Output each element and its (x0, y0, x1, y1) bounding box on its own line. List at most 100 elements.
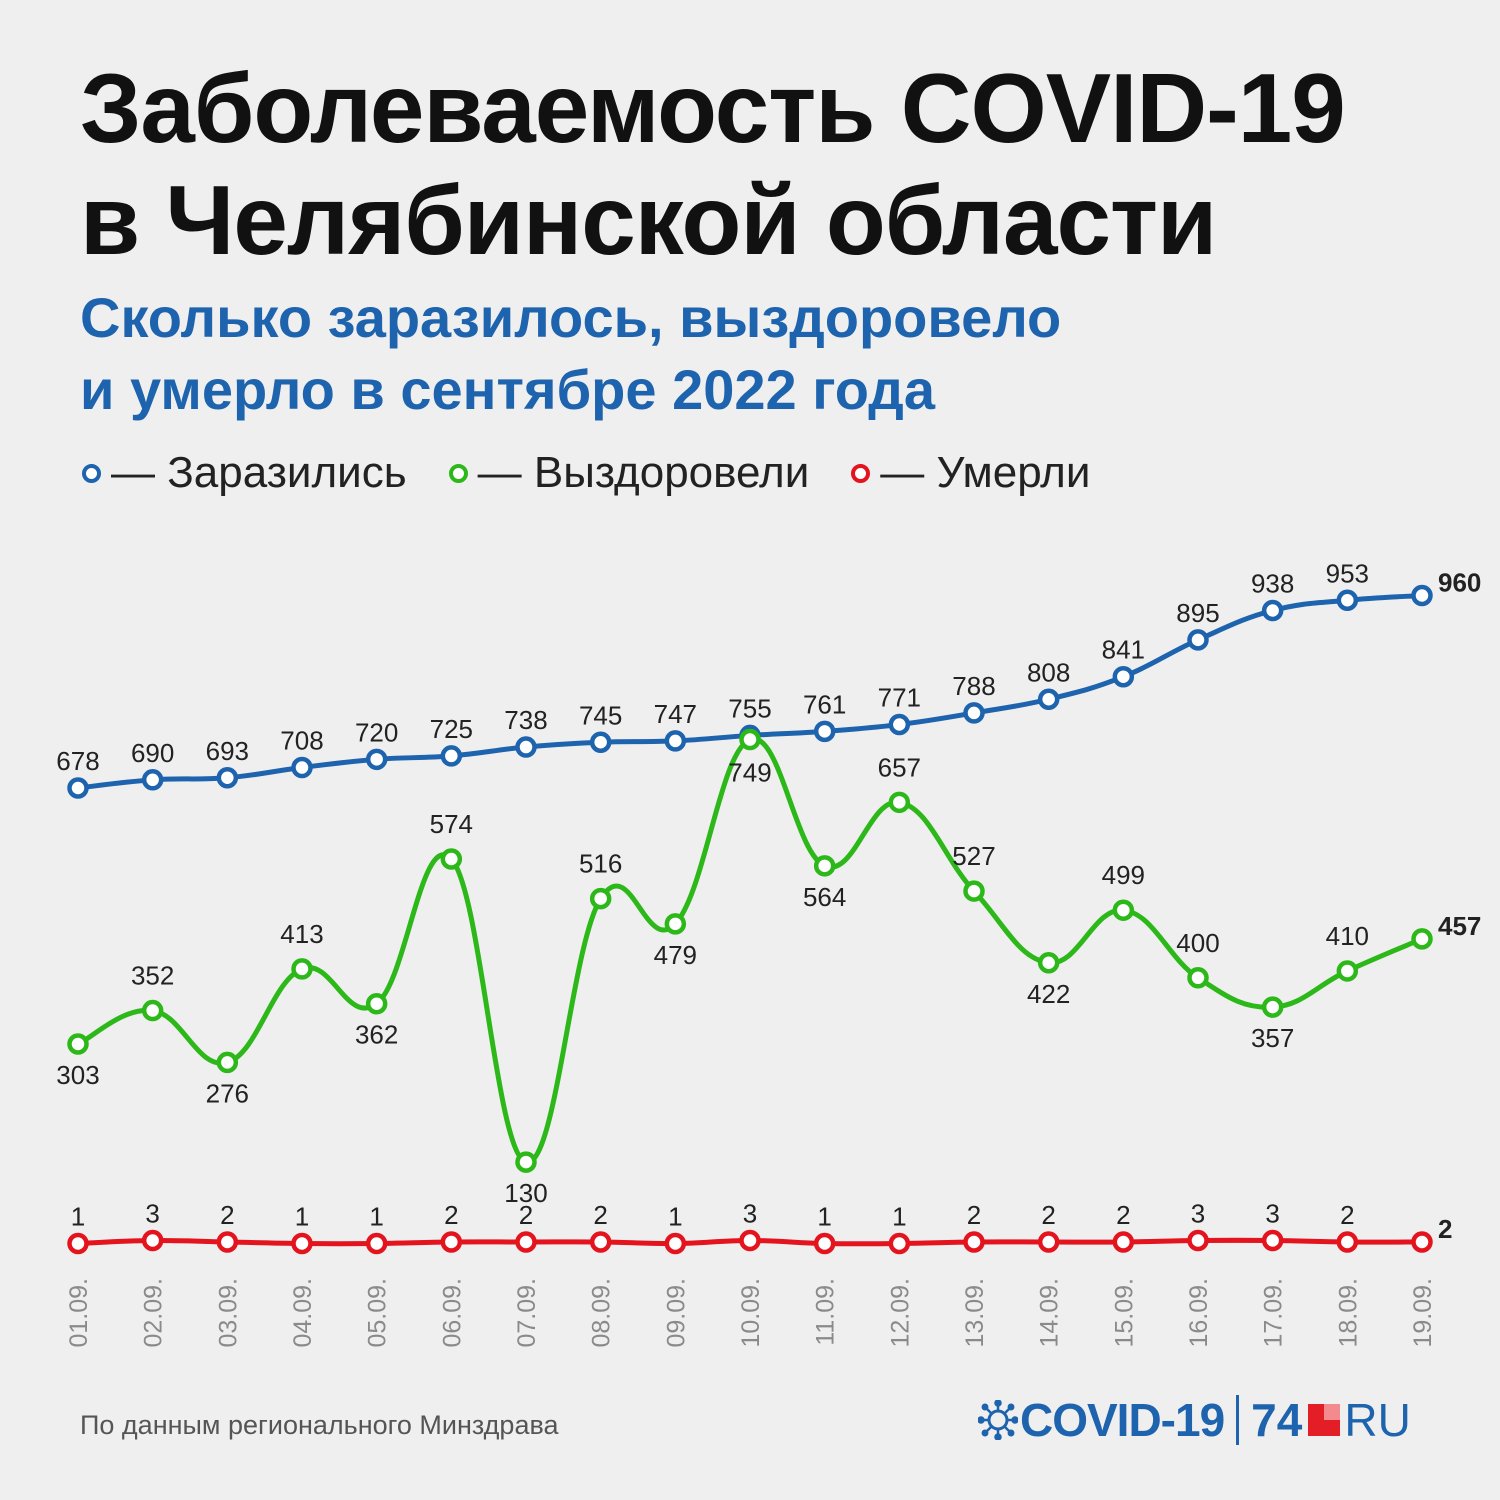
data-point-deaths (664, 1232, 687, 1255)
data-label-recovered: 352 (131, 961, 174, 991)
data-label-infected: 960 (1438, 567, 1481, 597)
data-point-recovered (1261, 996, 1284, 1018)
data-point-deaths (589, 1231, 612, 1253)
x-tick-label: 10.09. (737, 1278, 765, 1348)
data-point-deaths (813, 1232, 836, 1255)
data-point-deaths (67, 1232, 89, 1255)
data-point-deaths (1411, 1231, 1433, 1253)
data-point-deaths (141, 1229, 164, 1252)
x-tick-label: 08.09. (588, 1278, 616, 1348)
logo-covid-text: COVID-19 (1020, 1394, 1225, 1446)
data-point-recovered (664, 913, 687, 935)
x-tick-label: 01.09. (65, 1278, 93, 1348)
x-tick-label: 02.09. (140, 1278, 168, 1348)
data-point-deaths (888, 1232, 911, 1255)
legend-marker-deaths (851, 463, 871, 483)
data-label-deaths: 2 (1116, 1200, 1130, 1230)
data-point-deaths (365, 1232, 388, 1255)
x-tick-label: 05.09. (364, 1278, 392, 1348)
data-point-recovered (141, 999, 164, 1022)
x-tick-label: 03.09. (214, 1278, 242, 1348)
legend-marker-infected (82, 463, 101, 483)
data-label-infected: 720 (355, 717, 398, 747)
data-point-recovered (963, 880, 985, 902)
data-label-infected: 745 (579, 700, 622, 730)
x-tick-label: 13.09. (961, 1278, 989, 1348)
subtitle-line-1: Сколько заразилось, выздоровело (80, 286, 1062, 349)
source-note: По данным регионального Минздрава (80, 1410, 559, 1440)
data-label-infected: 708 (280, 726, 323, 756)
x-tick-label: 11.09. (812, 1278, 840, 1346)
legend-item-recovered: — Выздоровели (448, 448, 810, 498)
data-label-infected: 788 (952, 671, 995, 701)
title-line-1: Заболеваемость COVID-19 (80, 53, 1346, 163)
data-point-deaths (1187, 1229, 1209, 1252)
data-label-deaths: 2 (220, 1200, 234, 1230)
data-point-deaths (739, 1229, 761, 1252)
data-point-infected (1261, 599, 1284, 622)
data-label-infected: 895 (1176, 598, 1219, 628)
legend-label-recovered: — Выздоровели (477, 448, 810, 497)
data-label-recovered: 499 (1102, 860, 1145, 890)
data-point-infected (440, 745, 463, 767)
data-label-deaths: 1 (369, 1202, 383, 1232)
data-label-infected: 725 (430, 714, 473, 744)
data-label-recovered: 276 (206, 1078, 249, 1108)
data-point-recovered (1411, 928, 1433, 950)
data-label-deaths: 1 (71, 1202, 85, 1232)
legend-item-deaths: — Умерли (851, 448, 1090, 498)
data-label-deaths: 1 (817, 1202, 831, 1232)
data-point-infected (1411, 584, 1433, 607)
data-label-deaths: 2 (1041, 1200, 1055, 1230)
data-point-infected (1112, 665, 1135, 688)
data-label-deaths: 2 (1340, 1200, 1354, 1230)
x-tick-label: 15.09. (1110, 1278, 1138, 1348)
data-point-recovered (291, 958, 313, 980)
data-point-infected (365, 748, 388, 771)
legend-label-infected: — Заразились (111, 448, 407, 497)
chart-subtitle: Сколько заразилось, выздоровело и умерло… (80, 282, 1061, 426)
data-label-recovered: 527 (952, 841, 995, 871)
x-tick-label: 19.09. (1409, 1278, 1437, 1348)
x-tick-label: 12.09. (886, 1278, 914, 1348)
data-point-infected (664, 730, 687, 752)
data-label-recovered: 400 (1176, 928, 1219, 958)
data-point-recovered (739, 728, 761, 751)
data-label-recovered: 657 (878, 752, 921, 782)
data-point-deaths (963, 1231, 985, 1253)
data-point-recovered (1037, 952, 1060, 974)
data-label-deaths: 3 (1265, 1199, 1279, 1229)
data-label-recovered: 564 (803, 882, 846, 912)
x-tick-label: 14.09. (1036, 1278, 1064, 1348)
data-point-deaths (1261, 1229, 1284, 1252)
subtitle-line-2: и умерло в сентябре 2022 года (80, 358, 935, 421)
x-tick-label: 17.09. (1260, 1278, 1288, 1348)
data-label-deaths: 1 (295, 1202, 309, 1232)
data-point-deaths (1112, 1231, 1135, 1253)
data-point-recovered (1112, 899, 1135, 921)
legend: — Заразились — Выздоровели — Умерли (82, 448, 1132, 498)
data-point-deaths (1037, 1231, 1060, 1253)
data-label-recovered: 749 (728, 758, 771, 788)
x-tick-label: 07.09. (513, 1278, 541, 1348)
data-point-infected (1037, 688, 1060, 711)
x-tick-label: 06.09. (438, 1278, 466, 1348)
data-label-infected: 690 (131, 738, 174, 768)
data-point-infected (141, 769, 164, 791)
chart-title: Заболеваемость COVID-19 в Челябинской об… (80, 52, 1346, 276)
data-point-infected (813, 720, 836, 743)
data-label-infected: 678 (56, 746, 99, 776)
data-point-recovered (216, 1051, 239, 1074)
data-point-infected (216, 767, 239, 789)
data-label-infected: 771 (878, 683, 921, 713)
data-point-recovered (813, 855, 836, 877)
data-label-infected: 953 (1326, 558, 1369, 588)
title-line-2: в Челябинской области (80, 165, 1217, 275)
x-tick-label: 18.09. (1334, 1278, 1362, 1348)
data-label-recovered: 357 (1251, 1023, 1294, 1053)
x-tick-label: 04.09. (289, 1278, 317, 1348)
legend-item-infected: — Заразились (82, 448, 407, 498)
data-point-infected (1187, 629, 1209, 651)
data-point-recovered (1187, 967, 1209, 989)
